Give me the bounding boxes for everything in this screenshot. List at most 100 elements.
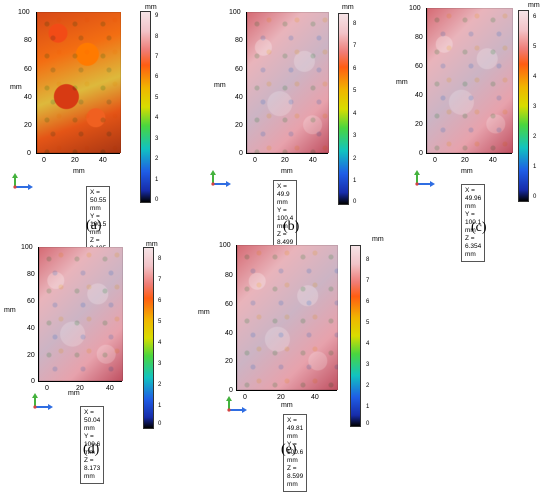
dimension-y-d: Y = 100.6 mm [84, 433, 101, 456]
colorbar-tick-b-5: 5 [353, 88, 357, 94]
caption-c: (c) [471, 220, 487, 235]
surface-texture-a [37, 12, 121, 153]
surface-map-e [237, 245, 338, 390]
y-tick-c-60: 60 [415, 63, 423, 70]
colorbar-b [338, 13, 349, 205]
y-axis-b [246, 12, 247, 153]
colorbar-tick-a-1: 1 [155, 177, 159, 183]
colorbar-tick-a-7: 7 [155, 54, 159, 60]
x-axis-a [36, 153, 120, 154]
y-axis-c [426, 8, 427, 153]
x-tick-e-40: 40 [311, 394, 319, 401]
y-tick-b-80: 80 [235, 37, 243, 44]
colorbar-tick-b-3: 3 [353, 133, 357, 139]
caption-b: (b) [283, 219, 300, 234]
colorbar-tick-a-4: 4 [155, 115, 159, 121]
colorbar-tick-b-2: 2 [353, 156, 357, 162]
colorbar-tick-b-4: 4 [353, 111, 357, 117]
colorbar-tick-e-0: 0 [366, 421, 370, 427]
colorbar-tick-b-8: 8 [353, 21, 357, 27]
y-tick-b-60: 60 [235, 66, 243, 73]
colorbar-tick-e-6: 6 [366, 299, 370, 305]
x-tick-b-0: 0 [253, 157, 257, 164]
dimension-x-e: X = 49.81 mm [287, 417, 304, 440]
coordinate-axes-icon [12, 173, 33, 190]
colorbar-unit-a: mm [145, 4, 157, 11]
surface-texture-b [247, 12, 329, 153]
y-axis-d [38, 247, 39, 381]
y-tick-d-20: 20 [27, 352, 35, 359]
dimension-x-c: X = 49.96 mm [465, 187, 482, 210]
colorbar-tick-c-2: 2 [533, 134, 537, 140]
colorbar-tick-d-5: 5 [158, 319, 162, 325]
y-tick-e-0: 0 [229, 387, 233, 394]
surface-texture-d [39, 247, 123, 381]
x-axis-c [426, 153, 512, 154]
y-tick-c-40: 40 [415, 92, 423, 99]
y-tick-a-20: 20 [24, 122, 32, 129]
x-tick-c-40: 40 [489, 157, 497, 164]
x-axis-unit-d: mm [68, 390, 80, 397]
colorbar-tick-d-7: 7 [158, 277, 162, 283]
dimension-z-c: Z = 6.354 mm [465, 235, 482, 258]
colorbar-tick-b-0: 0 [353, 199, 357, 205]
y-tick-e-20: 20 [225, 358, 233, 365]
x-tick-a-40: 40 [99, 157, 107, 164]
y-axis-unit-c: mm [396, 79, 408, 86]
colorbar-tick-a-2: 2 [155, 156, 159, 162]
y-tick-d-0: 0 [31, 378, 35, 385]
y-tick-a-40: 40 [24, 94, 32, 101]
colorbar-tick-c-0: 0 [533, 194, 537, 200]
x-axis-b [246, 153, 328, 154]
coordinate-axes-icon [414, 170, 435, 187]
y-tick-b-100: 100 [229, 9, 241, 16]
x-axis-unit-b: mm [281, 168, 293, 175]
x-tick-a-0: 0 [42, 157, 46, 164]
colorbar-unit-c: mm [528, 2, 540, 9]
colorbar-tick-d-8: 8 [158, 256, 162, 262]
dimension-z-d: Z = 8.173 mm [84, 457, 101, 480]
colorbar-tick-a-3: 3 [155, 136, 159, 142]
surface-map-c [427, 8, 513, 153]
y-tick-b-0: 0 [239, 150, 243, 157]
colorbar-tick-a-9: 9 [155, 13, 159, 19]
y-tick-c-100: 100 [409, 5, 421, 12]
y-tick-d-100: 100 [21, 244, 33, 251]
colorbar-tick-d-1: 1 [158, 403, 162, 409]
colorbar-tick-d-4: 4 [158, 340, 162, 346]
surface-map-a [37, 12, 121, 153]
y-axis-a [36, 12, 37, 153]
x-tick-d-40: 40 [106, 385, 114, 392]
y-tick-d-40: 40 [27, 325, 35, 332]
colorbar-tick-c-4: 4 [533, 74, 537, 80]
colorbar-tick-b-6: 6 [353, 66, 357, 72]
y-tick-a-80: 80 [24, 37, 32, 44]
colorbar-tick-e-1: 1 [366, 404, 370, 410]
colorbar-c [518, 10, 529, 202]
y-axis-e [236, 245, 237, 390]
y-tick-b-40: 40 [235, 94, 243, 101]
y-axis-unit-d: mm [4, 307, 16, 314]
y-tick-a-60: 60 [24, 66, 32, 73]
y-tick-b-20: 20 [235, 122, 243, 129]
colorbar-tick-b-7: 7 [353, 43, 357, 49]
x-axis-unit-a: mm [73, 168, 85, 175]
dimension-y-c: Y = 100.1 mm [465, 211, 482, 234]
dimension-x-a: X = 50.55 mm [90, 189, 107, 212]
colorbar-tick-d-3: 3 [158, 361, 162, 367]
x-tick-d-20: 20 [76, 385, 84, 392]
surface-texture-e [237, 245, 338, 390]
y-tick-e-40: 40 [225, 330, 233, 337]
colorbar-tick-a-5: 5 [155, 95, 159, 101]
y-tick-e-100: 100 [219, 242, 231, 249]
dimension-x-b: X = 49.9 mm [277, 183, 290, 206]
colorbar-tick-c-3: 3 [533, 104, 537, 110]
caption-e: (e) [281, 442, 297, 457]
colorbar-tick-e-5: 5 [366, 320, 370, 326]
surface-texture-c [427, 8, 513, 153]
x-axis-d [38, 381, 122, 382]
y-tick-c-80: 80 [415, 34, 423, 41]
dimension-info-c: X = 49.96 mm Y = 100.1 mm Z = 6.354 mm [461, 184, 486, 262]
colorbar-tick-e-7: 7 [366, 278, 370, 284]
x-tick-b-40: 40 [309, 157, 317, 164]
